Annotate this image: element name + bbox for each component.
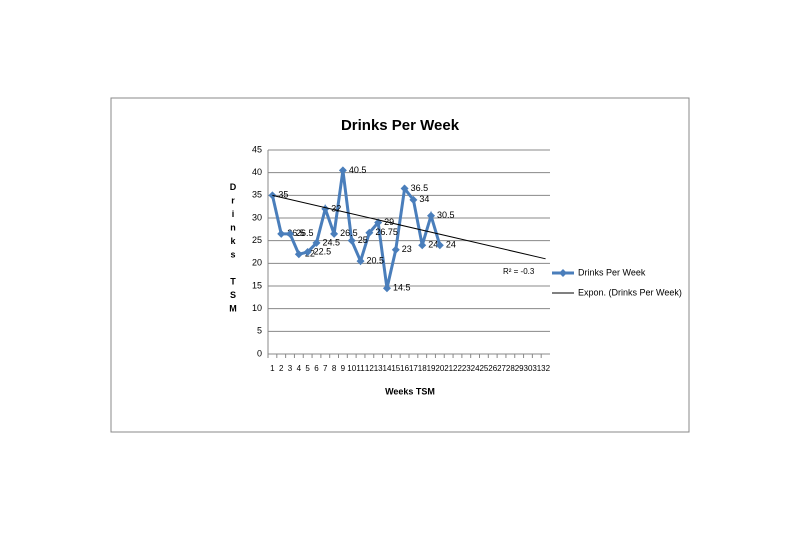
data-label: 24.5 [322, 237, 340, 247]
x-tick-label: 16 [400, 364, 409, 373]
point-marker [400, 184, 409, 193]
y-tick-label: 40 [252, 167, 262, 177]
x-tick-label: 26 [488, 364, 497, 373]
x-tick-label: 14 [383, 364, 392, 373]
x-tick-label: 25 [479, 364, 488, 373]
x-tick-label: 6 [314, 364, 319, 373]
data-label: 24 [428, 240, 438, 250]
x-tick-label: 11 [356, 364, 365, 373]
data-label: 34 [419, 194, 429, 204]
point-marker [347, 236, 356, 245]
y-axis-title: Drinks TSM [228, 182, 238, 317]
data-label: 23 [402, 244, 412, 254]
x-tick-label: 31 [532, 364, 541, 373]
point-marker [382, 284, 391, 293]
legend-label: Expon. (Drinks Per Week) [578, 287, 682, 297]
x-tick-label: 29 [515, 364, 524, 373]
x-tick-label: 27 [497, 364, 506, 373]
x-tick-label: 30 [524, 364, 533, 373]
data-label: 26.5 [340, 228, 358, 238]
y-tick-label: 10 [252, 303, 262, 313]
point-marker [356, 257, 365, 266]
point-marker [277, 229, 286, 238]
x-tick-label: 10 [347, 364, 356, 373]
data-label: 25 [358, 235, 368, 245]
point-marker [286, 229, 295, 238]
x-tick-label: 9 [341, 364, 346, 373]
point-marker [365, 228, 374, 237]
y-tick-label: 0 [257, 348, 262, 358]
trendline [272, 194, 546, 260]
point-marker [409, 195, 418, 204]
x-tick-label: 15 [391, 364, 400, 373]
chart-frame [110, 97, 690, 433]
data-label: 14.5 [393, 283, 411, 293]
x-tick-label: 19 [427, 364, 436, 373]
legend-marker [559, 269, 567, 277]
y-tick-label: 30 [252, 212, 262, 222]
y-axis-title-box: Drinks TSM [228, 182, 238, 317]
x-tick-label: 4 [297, 364, 302, 373]
x-tick-label: 20 [435, 364, 444, 373]
chart-title: Drinks Per Week [341, 117, 460, 134]
point-marker [435, 241, 444, 250]
data-label: 36.5 [411, 183, 429, 193]
y-tick-label: 5 [257, 326, 262, 336]
data-label: 29 [384, 217, 394, 227]
x-tick-label: 17 [409, 364, 418, 373]
x-tick-label: 12 [365, 364, 374, 373]
data-label: 26.75 [375, 227, 398, 237]
x-tick-label: 3 [288, 364, 293, 373]
data-label: 32 [331, 203, 341, 213]
x-tick-label: 23 [462, 364, 471, 373]
data-label: 26.5 [296, 228, 314, 238]
point-marker [303, 248, 312, 256]
x-tick-label: 7 [323, 364, 328, 373]
x-tick-label: 5 [305, 364, 310, 373]
r-squared-label: R² = -0.3 [503, 267, 535, 276]
y-tick-label: 15 [252, 280, 262, 290]
x-axis-title: Weeks TSM [385, 386, 435, 396]
x-tick-label: 28 [506, 364, 515, 373]
data-label: 35 [278, 190, 288, 200]
data-label: 40.5 [349, 165, 367, 175]
y-tick-label: 45 [252, 144, 262, 154]
x-tick-label: 2 [279, 364, 284, 373]
x-tick-label: 22 [453, 364, 462, 373]
y-tick-label: 25 [252, 235, 262, 245]
point-marker [427, 211, 436, 220]
data-label: 24 [446, 240, 456, 250]
point-marker [391, 245, 400, 254]
point-marker [330, 229, 339, 238]
x-tick-label: 8 [332, 364, 337, 373]
y-tick-label: 35 [252, 190, 262, 200]
x-tick-label: 32 [541, 364, 550, 373]
point-marker [294, 250, 303, 259]
point-marker [312, 238, 321, 247]
x-tick-label: 21 [444, 364, 453, 373]
data-label: 30.5 [437, 210, 455, 220]
x-tick-label: 13 [374, 364, 383, 373]
data-label: 22.5 [314, 246, 332, 256]
x-tick-label: 1 [270, 364, 275, 373]
point-marker [338, 166, 347, 175]
data-label: 20.5 [367, 255, 385, 265]
x-tick-label: 24 [471, 364, 480, 373]
data-label: 26.5 [287, 228, 305, 238]
x-tick-label: 18 [418, 364, 427, 373]
y-tick-label: 20 [252, 258, 262, 268]
legend-label: Drinks Per Week [578, 267, 646, 277]
point-marker [418, 241, 427, 250]
